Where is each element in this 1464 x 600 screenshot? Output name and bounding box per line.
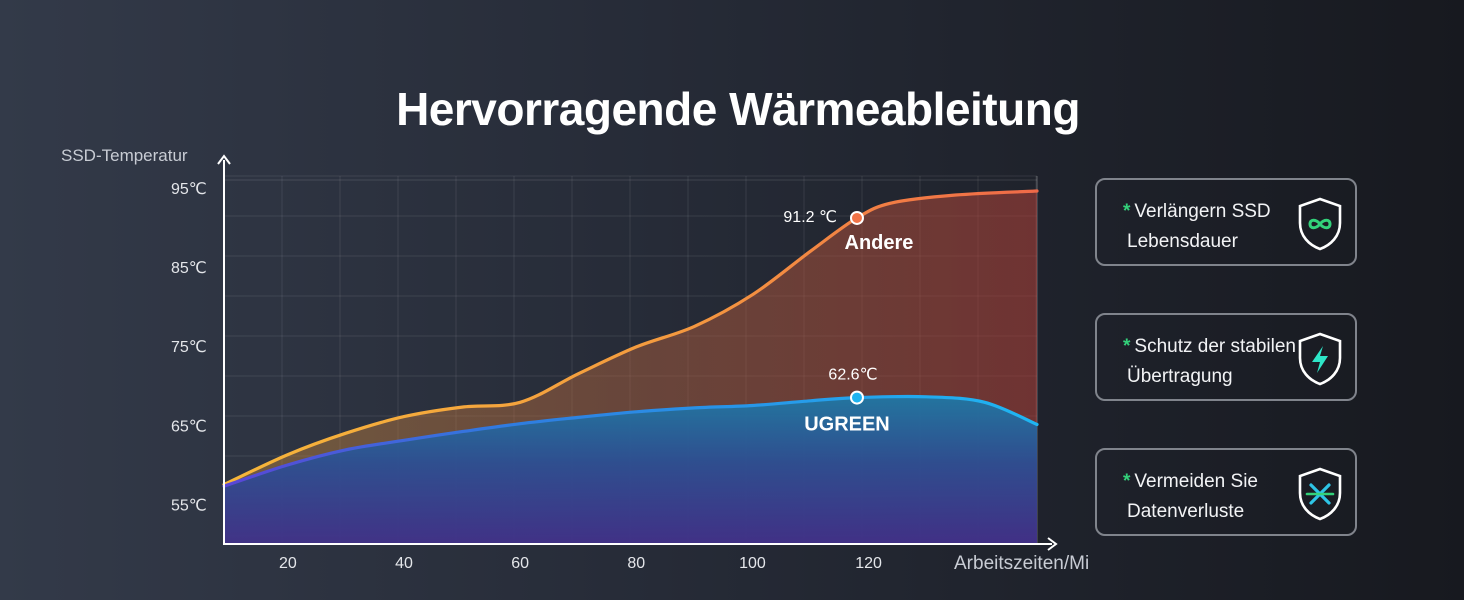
y-tick-label: 85℃: [171, 260, 207, 277]
x-tick-label: 120: [855, 555, 882, 572]
feature-card-ssd-lifespan: * Verlängern SSD Lebensdauer: [1095, 178, 1357, 266]
x-tick-label: 100: [739, 555, 766, 572]
feature-star: *: [1123, 201, 1131, 222]
lightning-shield-icon: [1298, 332, 1342, 386]
y-tick-label: 95℃: [171, 181, 207, 198]
series-area-ugreen: [224, 396, 1037, 544]
annotation-marker-andere: [849, 210, 864, 225]
series-line-ugreen: [222, 394, 1039, 488]
x-tick-label: 40: [395, 555, 413, 572]
feature-star: *: [1123, 336, 1131, 357]
feature-line-2: Datenverluste: [1127, 501, 1245, 522]
y-axis-label: SSD-Temperatur: [61, 146, 188, 165]
feature-card-stable-transfer: * Schutz der stabilen Übertragung: [1095, 313, 1357, 401]
infinity-shield-icon: [1298, 197, 1342, 251]
x-tick-label: 60: [511, 555, 529, 572]
series-line-andere: [222, 189, 1039, 487]
x-tick-label: 20: [279, 555, 297, 572]
annotation-marker-ugreen: [849, 390, 864, 405]
series-label-ugreen: UGREEN: [804, 414, 890, 436]
y-axis-arrow: [217, 154, 231, 165]
y-tick-label: 75℃: [171, 339, 207, 356]
x-axis-arrow: [1047, 537, 1058, 551]
annotation-label-ugreen: 62.6℃: [828, 367, 877, 384]
x-tick-label: 80: [627, 555, 645, 572]
feature-line-2: Lebensdauer: [1127, 231, 1238, 252]
page-title: Hervorragende Wärmeableitung: [396, 83, 1080, 135]
feature-line-1: Vermeiden Sie: [1134, 471, 1258, 492]
temperature-chart: SSD-Temperatur Arbeitszeiten/Min 55℃ 65℃ 75℃…: [61, 146, 1090, 574]
feature-card-data-loss: * Vermeiden Sie Datenverluste: [1095, 448, 1357, 536]
y-tick-label: 65℃: [171, 418, 207, 435]
feature-line-2: Übertragung: [1127, 366, 1233, 387]
annotation-label-andere: 91.2 ℃: [783, 209, 837, 226]
x-shield-icon: [1298, 467, 1342, 521]
series-label-andere: Andere: [845, 232, 914, 254]
feature-line-1: Schutz der stabilen: [1134, 336, 1296, 357]
x-axis-label: Arbeitszeiten/Min: [954, 553, 1090, 574]
feature-line-1: Verlängern SSD: [1134, 201, 1271, 222]
y-tick-label: 55℃: [171, 497, 207, 514]
feature-star: *: [1123, 471, 1131, 492]
